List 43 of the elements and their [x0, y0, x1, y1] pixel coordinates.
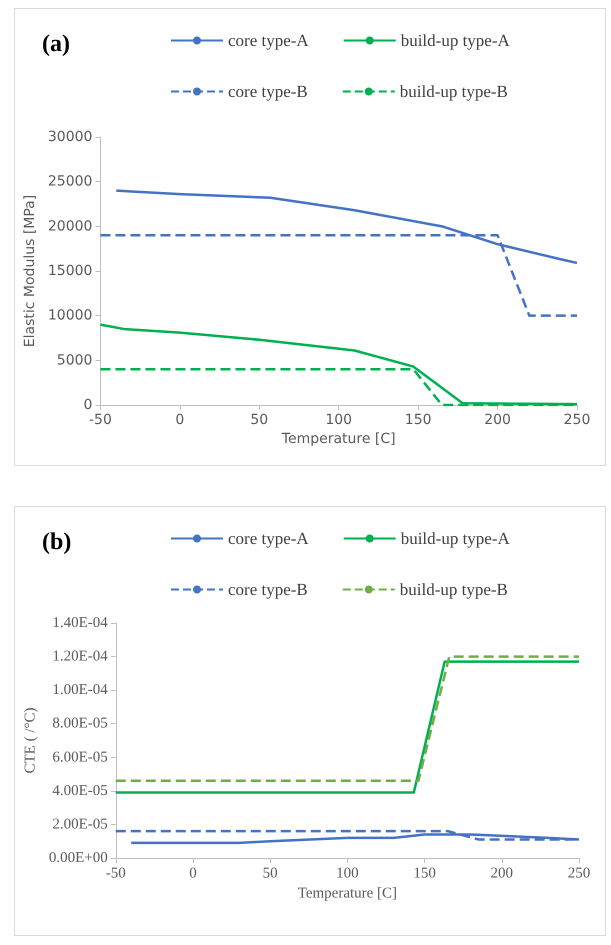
- y-tick-label: 15000: [48, 263, 92, 279]
- y-tick-label: 30000: [48, 129, 92, 145]
- x-tick-label: 150: [404, 412, 432, 428]
- legend-label: core type-A: [228, 31, 310, 50]
- x-tick-label: 50: [250, 412, 268, 428]
- y-tick-label: 0: [84, 397, 92, 413]
- legend-label: build-up type-B: [400, 82, 508, 101]
- y-tick-label: 8.00E-05: [52, 716, 108, 732]
- y-tick-label: 1.20E-04: [52, 648, 108, 665]
- legend-label: core type-A: [228, 529, 310, 548]
- y-axis-title: CTE ( /°C): [22, 708, 38, 774]
- x-tick-label: 50: [262, 866, 278, 882]
- legend-label: build-up type-A: [400, 31, 510, 50]
- x-tick-label: 100: [336, 866, 359, 882]
- x-tick-label: 0: [189, 866, 197, 882]
- x-tick-label: -50: [89, 412, 112, 428]
- x-tick-label: 200: [484, 412, 511, 428]
- y-tick-label: 2.00E-05: [52, 816, 108, 832]
- y-tick-label: 25000: [48, 174, 92, 190]
- x-axis-title: Temperature [C]: [280, 430, 396, 447]
- x-tick-label: 250: [568, 866, 590, 882]
- x-tick-label: 200: [490, 866, 514, 882]
- x-axis-title: Temperature [C]: [298, 885, 398, 902]
- legend-label: core type-B: [228, 82, 308, 101]
- y-tick-label: 0.00E+00: [48, 850, 108, 866]
- legend-label: build-up type-A: [400, 529, 510, 548]
- y-tick-label: 1.00E-04: [52, 682, 108, 698]
- legend-label: core type-B: [228, 580, 308, 599]
- legend-label: build-up type-B: [400, 580, 508, 599]
- y-tick-label: 1.40E-04: [52, 615, 108, 631]
- chart-title: (a): [42, 31, 70, 57]
- x-tick-label: 0: [175, 412, 184, 428]
- y-tick-label: 20000: [48, 218, 92, 234]
- y-tick-label: 10000: [48, 308, 92, 324]
- y-tick-label: 4.00E-05: [52, 782, 108, 799]
- x-tick-label: 150: [413, 866, 436, 882]
- y-tick-label: 5000: [56, 352, 92, 368]
- x-tick-label: 100: [325, 412, 352, 428]
- x-tick-label: 250: [564, 412, 590, 428]
- y-axis-title: Elastic Modulus [MPa]: [22, 194, 38, 348]
- chart-title: (b): [42, 529, 72, 555]
- y-tick-label: 6.00E-05: [52, 749, 108, 766]
- x-tick-label: -50: [106, 866, 126, 882]
